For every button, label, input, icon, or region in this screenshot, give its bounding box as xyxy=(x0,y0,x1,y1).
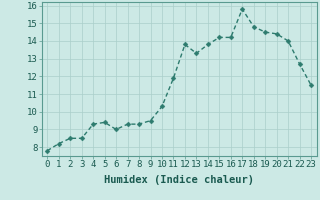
X-axis label: Humidex (Indice chaleur): Humidex (Indice chaleur) xyxy=(104,175,254,185)
